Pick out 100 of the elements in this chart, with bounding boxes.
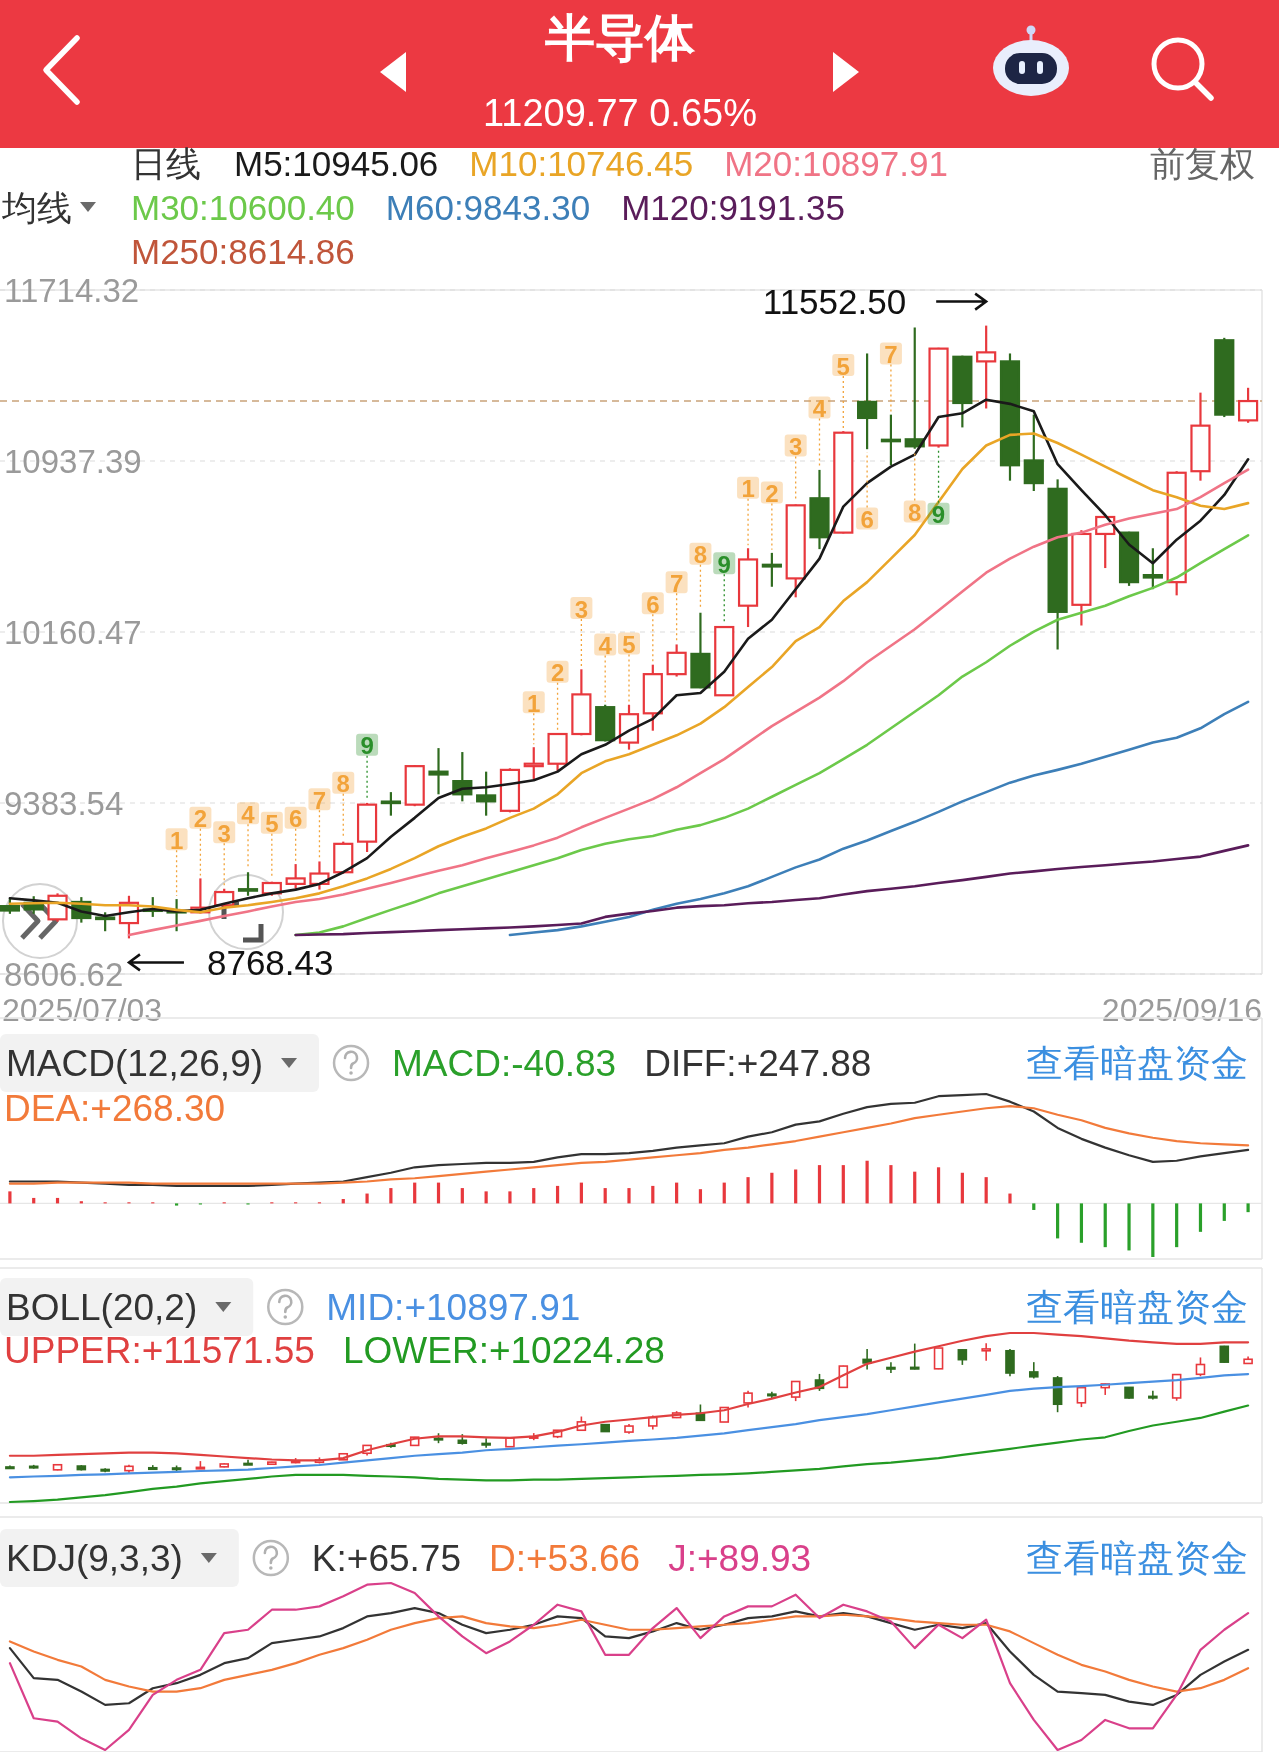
bar [579, 1182, 583, 1204]
annotation: 2 [193, 805, 208, 833]
annotation: 4 [812, 395, 827, 423]
text: M5:10945.06 [234, 143, 439, 183]
bar [389, 1188, 393, 1204]
bar [460, 1188, 464, 1204]
series-label: J:+89.93 [668, 1537, 812, 1579]
bar [794, 1169, 798, 1204]
candlestick [1195, 1356, 1206, 1378]
candlestick [976, 324, 997, 410]
bar [1127, 1203, 1131, 1251]
text: 查看暗盘资金 [1026, 1042, 1248, 1084]
candlestick [523, 746, 544, 782]
candlestick [285, 862, 306, 890]
candlestick [909, 1342, 920, 1371]
candlestick [380, 791, 401, 817]
annotation: 7 [669, 569, 684, 597]
legend-title: 日线 [131, 143, 201, 183]
annotation: 9 [360, 732, 374, 760]
candlestick [761, 551, 782, 588]
bar [817, 1165, 822, 1204]
text: M10:10746.45 [469, 143, 694, 183]
bar [532, 1188, 536, 1204]
candlestick [95, 911, 116, 933]
bar [1175, 1203, 1179, 1248]
y-tick-label: 10937.39 [4, 442, 142, 480]
y-tick-label: 10160.47 [4, 613, 142, 651]
text: 查看暗盘资金 [1026, 1286, 1248, 1328]
text: UPPER:+11571.55 [4, 1329, 315, 1371]
annotation: 6 [860, 506, 874, 534]
annotation: 2 [550, 659, 565, 687]
bar [651, 1185, 655, 1204]
bar [484, 1191, 488, 1204]
line-series [294, 844, 1250, 937]
series-label: K:+65.75 [311, 1537, 461, 1579]
annotation: 1 [527, 689, 541, 717]
annotation: 2 [765, 480, 779, 508]
annotation: 4 [241, 800, 256, 828]
annotation: 1 [741, 475, 755, 503]
chart-title: KDJ(9,3,3) [6, 1537, 183, 1579]
text: 查看暗盘资金 [1026, 1537, 1248, 1579]
text: LOWER:+10224.28 [342, 1329, 665, 1371]
chart-title: BOLL(20,2) [6, 1286, 198, 1328]
bar [413, 1182, 417, 1204]
text: M120:9191.35 [621, 187, 845, 227]
candlestick [1023, 413, 1044, 493]
annotation: 5 [265, 810, 279, 838]
candlestick [857, 352, 878, 451]
series-label: D:+53.66 [489, 1537, 641, 1579]
y-tick-label: 11714.32 [4, 271, 140, 309]
bar [865, 1160, 869, 1204]
bar [746, 1177, 750, 1204]
bar [1079, 1203, 1084, 1243]
text: 2025/09/16 [1101, 992, 1262, 1028]
bar [174, 1203, 179, 1206]
text: 前复权 [1150, 143, 1255, 183]
bar [841, 1165, 845, 1204]
annotation: 9 [931, 501, 946, 529]
annotation: 8768.43 [206, 942, 334, 982]
annotation: 6 [646, 590, 660, 618]
text: M20:10897.91 [724, 143, 948, 183]
bar [1103, 1203, 1107, 1248]
legend-label: M250:8614.86 [131, 231, 355, 271]
y-tick-label: 9383.54 [4, 784, 124, 822]
bar [1222, 1203, 1226, 1221]
text: MACD:-40.83 [392, 1042, 617, 1084]
annotation: 1 [169, 826, 184, 854]
annotation: 8 [336, 770, 350, 798]
chart-title: MACD(12,26,9) [6, 1042, 264, 1084]
bar [1032, 1203, 1036, 1210]
bar [1198, 1203, 1203, 1232]
annotation: 6 [288, 805, 303, 833]
candlestick [666, 643, 687, 678]
bar [698, 1189, 703, 1204]
annotation: 3 [217, 819, 231, 847]
text: M30:10600.40 [131, 187, 355, 227]
text: MID:+10897.91 [326, 1286, 581, 1328]
bar [936, 1167, 941, 1204]
text: M60:9843.30 [385, 187, 591, 227]
text: 均线 [1, 187, 72, 227]
bar [8, 1191, 12, 1204]
candlestick [1237, 386, 1259, 424]
annotation: 3 [789, 432, 803, 460]
candlestick [981, 1342, 991, 1362]
bar [555, 1185, 560, 1204]
text: 2025/07/03 [2, 992, 163, 1028]
annotation: 5 [836, 352, 850, 380]
annotation: 3 [574, 595, 589, 623]
annotation: 11552.50 [762, 282, 907, 322]
annotation: 7 [884, 340, 898, 368]
annotation: 7 [312, 786, 327, 814]
bar [1151, 1203, 1155, 1257]
bar [770, 1172, 774, 1204]
candlestick [886, 1361, 896, 1374]
candlestick [1005, 1348, 1015, 1378]
bar [508, 1191, 512, 1204]
series-label: DEA:+268.30 [4, 1087, 226, 1129]
annotation: 4 [598, 631, 613, 659]
y-tick-label: 8606.62 [4, 955, 124, 993]
bar [1008, 1193, 1012, 1204]
